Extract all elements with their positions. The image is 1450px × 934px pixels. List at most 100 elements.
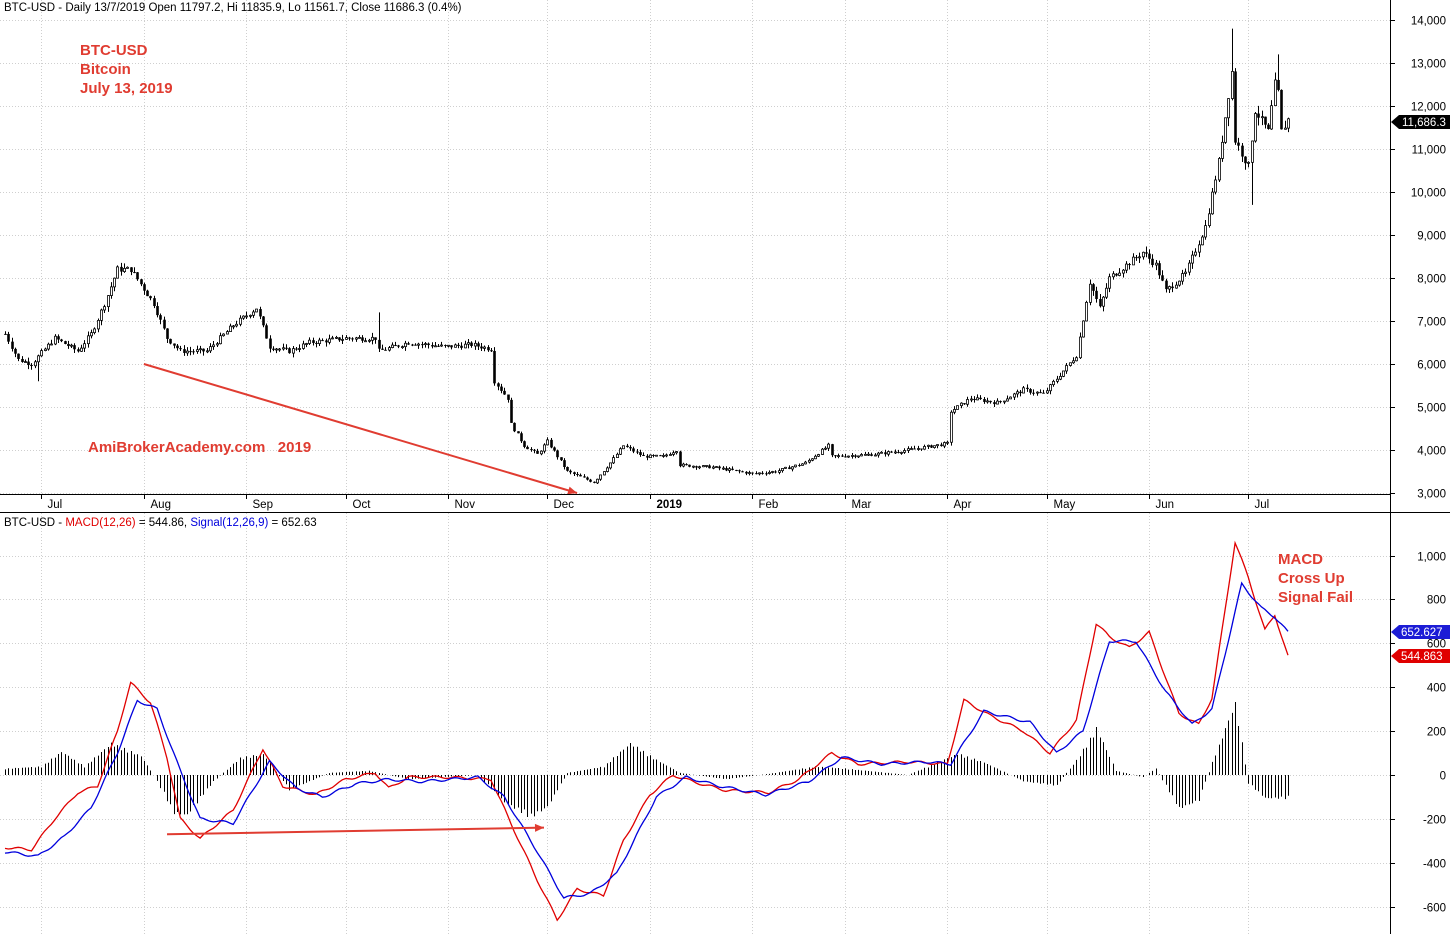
date-axis-label: Jul	[48, 499, 63, 511]
price-candle-down	[963, 403, 966, 405]
price-candle-down	[897, 451, 900, 453]
last-price-tag: 11,686.3	[1391, 115, 1450, 129]
price-candle-down	[526, 446, 529, 450]
price-candle-down	[140, 279, 143, 285]
date-axis-label: Sep	[253, 499, 273, 511]
price-candle-up	[226, 331, 229, 335]
price-candle-down	[834, 455, 837, 457]
price-candle-down	[576, 474, 579, 476]
macd-header-signal-value: = 652.63	[268, 517, 316, 529]
price-candle-up	[335, 336, 338, 339]
price-candle-down	[685, 464, 688, 466]
price-candle-up	[44, 348, 47, 351]
price-candle-up	[1155, 262, 1158, 266]
price-candle-up	[1214, 179, 1217, 193]
price-candle-down	[593, 481, 596, 483]
price-candle-down	[1234, 71, 1237, 143]
price-candle-up	[318, 339, 321, 345]
price-candle-up	[1198, 244, 1201, 253]
macd-header-macd-value: = 544.86,	[136, 517, 191, 529]
price-candle-up	[894, 451, 897, 454]
price-candle-up	[669, 454, 672, 456]
price-candle-up	[1274, 79, 1277, 107]
price-candle-down	[589, 479, 592, 482]
price-candle-down	[179, 348, 182, 350]
price-candle-up	[923, 446, 926, 450]
price-annotation-line-2: Bitcoin	[80, 61, 131, 78]
price-candle-up	[355, 337, 358, 340]
price-candle-down	[427, 343, 430, 346]
price-candle-down	[183, 349, 186, 353]
price-candle-up	[675, 451, 678, 454]
price-candle-down	[854, 455, 857, 457]
price-candle-up	[1204, 225, 1207, 238]
price-candle-down	[735, 469, 738, 471]
price-candle-down	[890, 451, 893, 453]
price-candle-down	[913, 448, 916, 450]
price-axis-label: 3,000	[1417, 489, 1446, 501]
price-candle-up	[1036, 391, 1039, 394]
price-candle-up	[1122, 269, 1125, 274]
price-candle-up	[768, 471, 771, 474]
price-axis-label: 8,000	[1417, 274, 1446, 286]
price-candle-down	[569, 470, 572, 473]
price-candle-down	[510, 399, 513, 423]
price-candle-down	[146, 290, 149, 297]
price-axis-label: 7,000	[1417, 317, 1446, 329]
date-axis-label: Aug	[151, 499, 171, 511]
price-candle-up	[249, 314, 252, 317]
price-candle-down	[765, 473, 768, 475]
price-candle-down	[57, 336, 60, 340]
price-candle-down	[688, 464, 691, 467]
price-candle-down	[130, 267, 133, 273]
price-candle-up	[100, 309, 103, 321]
price-candle-down	[884, 452, 887, 455]
price-candle-down	[1171, 286, 1174, 289]
macd-lines	[4, 540, 1289, 922]
price-candle-up	[1052, 380, 1055, 386]
price-candle-down	[761, 472, 764, 474]
price-candle-down	[7, 333, 10, 342]
macd-value-tag-text: 544.863	[1401, 651, 1443, 663]
price-annotation: BTC-USD Bitcoin July 13, 2019	[80, 42, 173, 97]
price-candle-down	[176, 345, 179, 349]
price-candle-up	[252, 311, 255, 316]
price-candle-up	[447, 344, 450, 347]
price-candle-up	[1112, 273, 1115, 278]
price-candle-up	[245, 315, 248, 318]
price-candle-down	[1280, 89, 1283, 130]
price-candle-up	[1188, 262, 1191, 273]
price-candle-up	[424, 343, 427, 345]
price-candle-up	[996, 400, 999, 405]
price-candle-up	[1003, 400, 1006, 403]
price-candle-up	[702, 465, 705, 468]
price-candle-up	[857, 455, 860, 458]
price-candle-down	[1026, 387, 1029, 390]
price-candle-down	[265, 325, 268, 339]
price-candle-up	[364, 340, 367, 343]
macd-line	[4, 540, 1289, 922]
price-candle-up	[1082, 320, 1085, 338]
price-candle-up	[970, 398, 973, 401]
price-candle-up	[212, 344, 215, 348]
price-candle-down	[11, 341, 14, 349]
price-candle-down	[163, 319, 166, 329]
price-candle-down	[507, 394, 510, 400]
price-candle-up	[83, 343, 86, 349]
price-candle-up	[946, 441, 949, 444]
price-candle-up	[910, 448, 913, 450]
price-candle-up	[199, 348, 202, 351]
price-candle-down	[411, 344, 414, 346]
price-candle-down	[27, 361, 30, 366]
macd-axis-label: 600	[1427, 639, 1446, 651]
date-axis-label: Oct	[353, 499, 372, 511]
price-candle-up	[40, 350, 43, 357]
price-candle-down	[979, 397, 982, 400]
price-candle-down	[156, 306, 159, 316]
price-candle-up	[1079, 336, 1082, 359]
price-candle-down	[30, 365, 33, 367]
price-candle-down	[632, 448, 635, 452]
price-candle-down	[149, 296, 152, 299]
price-candle-down	[659, 455, 662, 457]
